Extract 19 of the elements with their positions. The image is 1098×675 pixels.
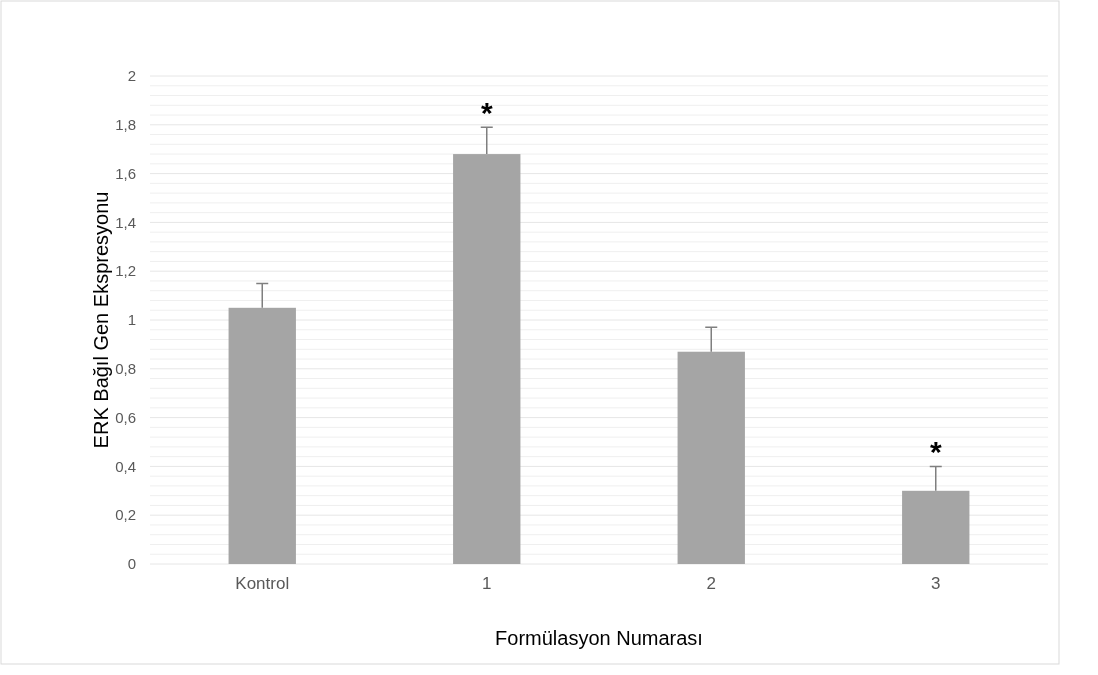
x-tick-label: 3 [931,574,941,593]
y-tick-label: 1,6 [115,164,136,182]
y-tick-label: 0 [127,555,136,573]
y-axis-title: ERK Bağıl Gen Ekspresyonu [90,191,112,449]
y-tick-label: 1,8 [115,116,136,134]
y-tick-label: 1,2 [115,262,136,280]
y-tick-label: 1,4 [115,213,136,231]
x-tick-label: Kontrol [235,574,290,593]
y-tick-label: 2 [127,67,136,85]
y-tick-label: 1 [127,311,136,329]
y-tick-label: 0,6 [115,408,136,426]
annotation: * [929,435,942,469]
y-tick-label: 0,8 [115,360,136,378]
y-tick-label: 0,2 [115,506,136,524]
x-axis-title: Formülasyon Numarası [495,627,703,649]
x-tick-label: 1 [482,574,492,593]
x-tick-label: 2 [706,574,716,593]
y-tick-label: 0,4 [115,457,136,475]
annotation: * [480,96,493,130]
